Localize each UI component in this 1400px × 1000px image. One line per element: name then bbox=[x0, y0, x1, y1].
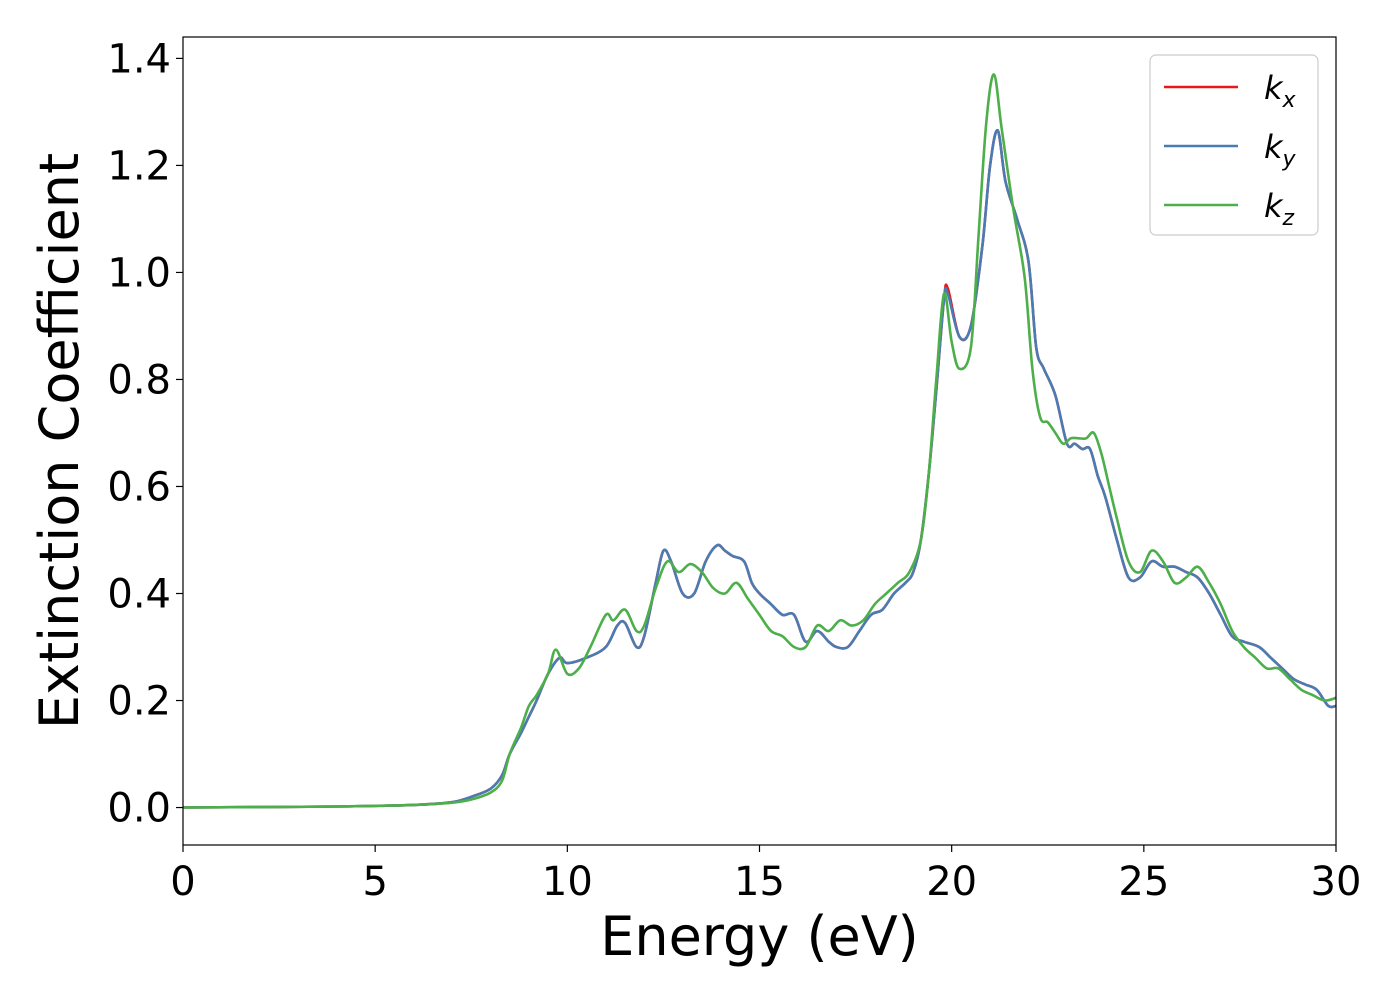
x-tick-label: 10 bbox=[542, 859, 593, 905]
y-tick-label: 0.8 bbox=[107, 357, 171, 403]
legend: kx ky kz bbox=[1149, 54, 1319, 236]
legend-label-z: kz bbox=[1264, 187, 1295, 231]
x-tick-label: 5 bbox=[362, 859, 387, 905]
y-axis-label: Extinction Coefficient bbox=[28, 153, 91, 729]
y-tick-label: 0.2 bbox=[107, 679, 171, 725]
y-tick-label: 1.2 bbox=[107, 143, 171, 189]
legend-label-x: kx bbox=[1264, 69, 1297, 113]
x-tick-label: 25 bbox=[1118, 859, 1169, 905]
y-tick-label: 1.0 bbox=[107, 250, 171, 296]
x-axis-label: Energy (eV) bbox=[600, 905, 919, 968]
x-tick-label: 0 bbox=[170, 859, 195, 905]
series-layer bbox=[183, 73, 1336, 809]
x-tick-label: 15 bbox=[734, 859, 785, 905]
x-tick-label: 30 bbox=[1311, 859, 1362, 905]
legend-label-y: ky bbox=[1264, 128, 1297, 172]
y-tick-label: 0.4 bbox=[107, 572, 171, 618]
ticks-layer: 0 5 10 15 20 25 30 0.0 0.2 0.4 0.6 0.8 1.0 1.2 1.4 bbox=[107, 36, 1361, 905]
x-tick-label: 20 bbox=[926, 859, 977, 905]
series-line-z bbox=[183, 73, 1336, 809]
y-tick-label: 0.0 bbox=[107, 786, 171, 832]
y-tick-label: 0.6 bbox=[107, 464, 171, 510]
y-tick-label: 1.4 bbox=[107, 36, 171, 82]
